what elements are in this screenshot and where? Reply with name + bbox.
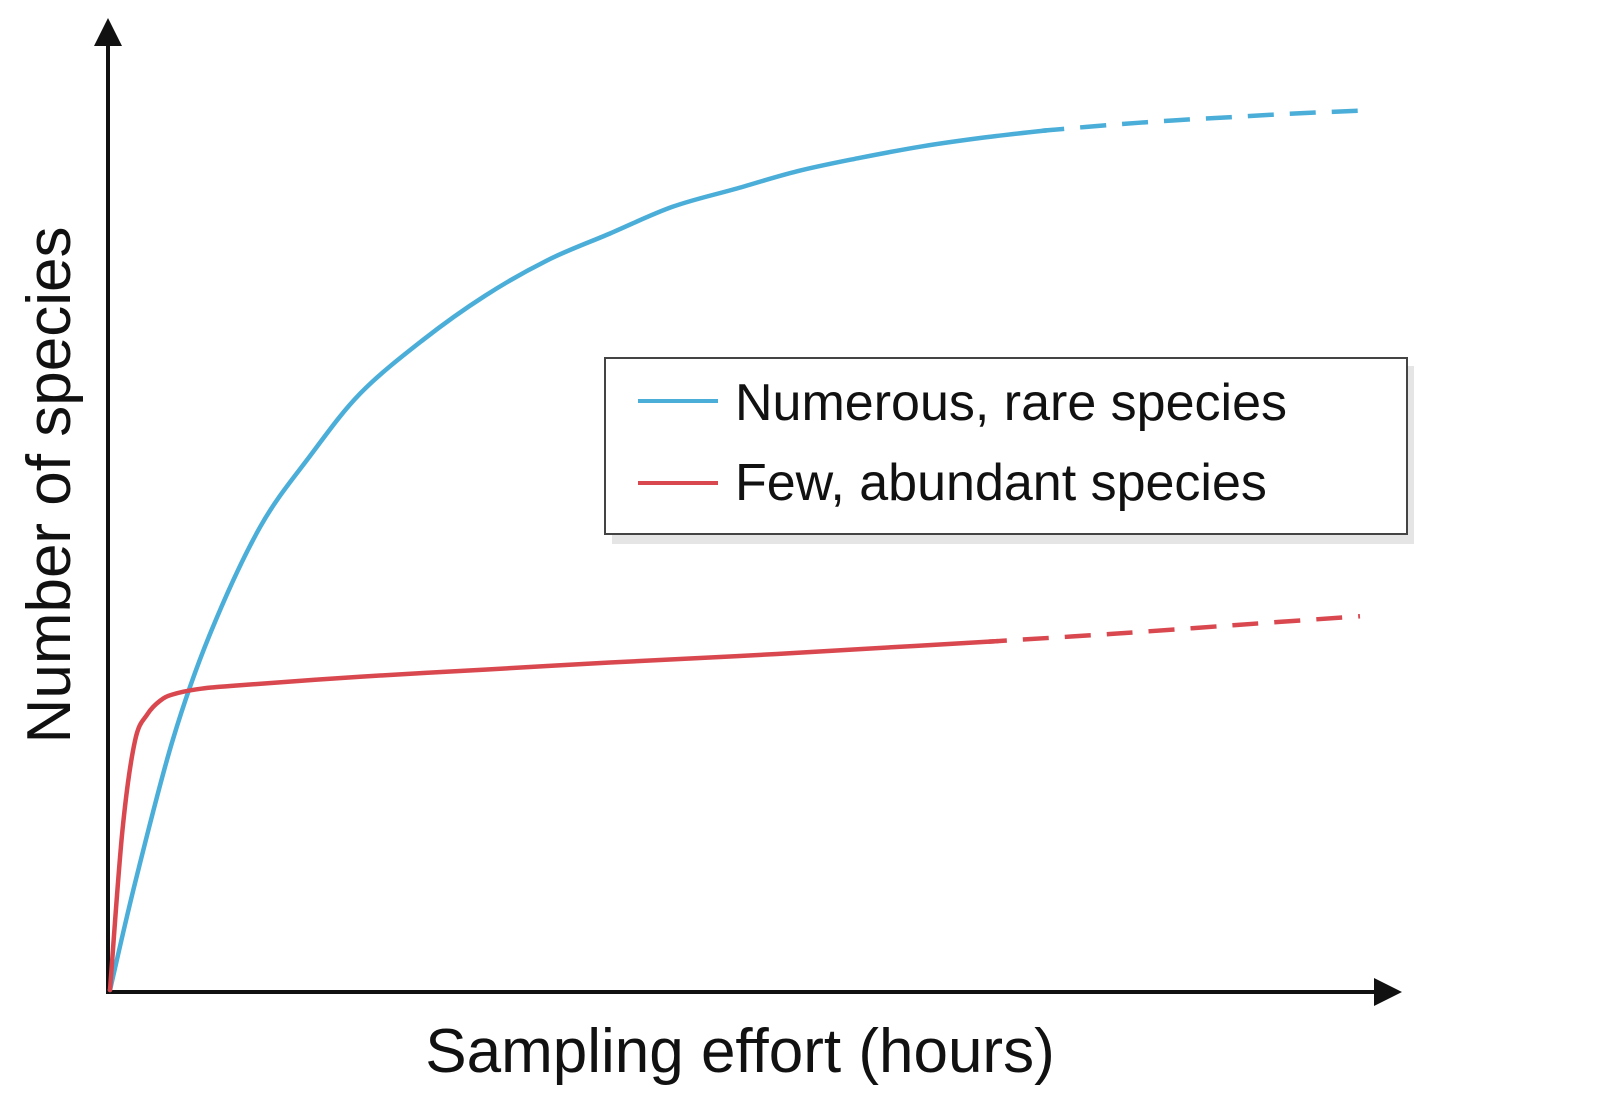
y-axis-arrowhead [94,18,122,46]
series-line-numerous-rare-species-extrapolated [1040,108,1361,133]
legend-box [604,357,1408,535]
series-line-few-abundant-species-extrapolated [987,613,1361,644]
legend: Numerous, rare species Few, abundant spe… [604,357,1414,544]
y-axis-label: Number of species [15,227,84,744]
series-line-few-abundant-species [107,638,1000,993]
series-line-numerous-rare-species [107,128,1050,993]
legend-label-few-abundant: Few, abundant species [735,454,1267,512]
legend-label-numerous-rare: Numerous, rare species [735,374,1287,432]
series-layer [107,108,1361,993]
x-axis-label: Sampling effort (hours) [425,1017,1054,1086]
x-axis-arrowhead [1374,978,1402,1006]
